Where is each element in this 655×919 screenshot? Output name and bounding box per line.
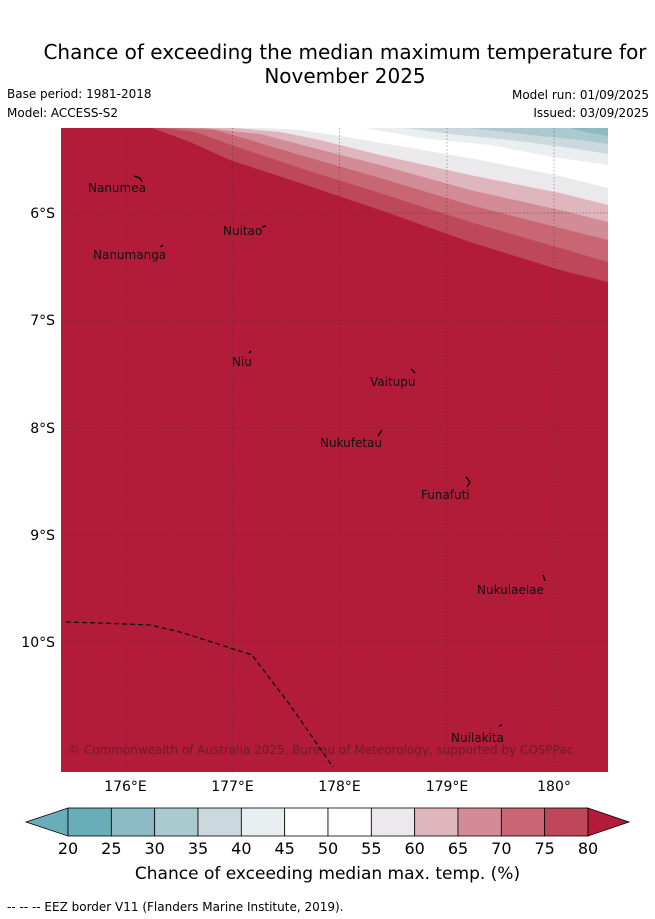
colorbar-tick-label: 50 [318,839,338,858]
colorbar-label: Chance of exceeding median max. temp. (%… [134,864,521,884]
lat-tick-8s: 8°S [30,421,55,437]
place-label-nanumanga: Nanumanga [93,248,166,262]
colorbar-box [67,807,112,837]
lon-tick-180: 180° [537,779,571,795]
graticule [61,128,608,772]
issued-date: Issued: 03/09/2025 [533,106,649,120]
place-label-nukufetau: Nukufetau [320,436,382,450]
colorbar-box [544,807,589,837]
lat-tick-6s: 6°S [30,206,55,222]
colorbar-box [284,807,329,837]
place-label-vaitupu: Vaitupu [370,375,416,389]
colorbar-box [370,807,416,837]
island-nuilakita-shape [498,724,503,727]
lon-tick-176e: 176°E [104,779,147,795]
colorbar-tick-label: 60 [404,839,424,858]
colorbar-tick-label: 80 [578,839,598,858]
colorbar-box [154,807,199,837]
colorbar-tick-label: 20 [58,839,78,858]
lat-tick-10s: 10°S [21,635,55,651]
latitude-ticks: 6°S 7°S 8°S 9°S 10°S [21,206,55,651]
colorbar-tick-label: 55 [361,839,381,858]
colorbar-boxes [24,807,631,837]
base-period: Base period: 1981-2018 [7,87,152,101]
colorbar-box [197,807,242,837]
title-line-1: Chance of exceeding the median maximum t… [43,40,647,64]
eez-legend: -- -- -- EEZ border V11 (Flanders Marine… [7,900,344,914]
colorbar-tick-label: 35 [188,839,208,858]
colorbar-tick-label: 75 [534,839,554,858]
island-funafuti-shape [465,476,471,488]
colorbar-tick-label: 40 [231,839,251,858]
island-nukulaelae-shape [542,574,546,582]
colorbar-tick-labels: 20 25 30 35 40 45 50 55 60 65 70 75 80 [58,839,598,858]
chart-title: Chance of exceeding the median maximum t… [0,40,655,88]
island-niu-shape [248,350,252,354]
lat-tick-9s: 9°S [30,528,55,544]
lon-tick-179e: 179°E [426,779,469,795]
island-nuitao-shape [261,225,267,228]
island-nukufetau-shape [377,429,383,437]
place-label-funafuti: Funafuti [421,488,470,502]
eez-border [65,621,334,768]
colorbar-box [327,807,372,837]
band-25 [570,128,608,136]
place-labels: Nanumea Nuitao Nanumanga Niu Vaitupu Nuk… [88,181,544,745]
model-run: Model run: 01/09/2025 [511,88,649,102]
island-nanumea-shape [133,175,143,183]
islands [133,175,546,727]
colorbar-extend-high [587,807,631,837]
colorbar-tick-label: 70 [491,839,511,858]
colorbar-extend-low [24,807,69,837]
band-30 [470,128,608,144]
model-name: Model: ACCESS-S2 [7,106,119,120]
colorbar-tick-label: 65 [448,839,468,858]
colorbar-tick-label: 25 [101,839,121,858]
copyright-notice: © Commonwealth of Australia 2025, Bureau… [68,743,573,757]
lat-tick-7s: 7°S [30,313,55,329]
colorbar-box [240,807,286,837]
colorbar-box [110,807,156,837]
lon-tick-177e: 177°E [211,779,254,795]
place-label-nanumea: Nanumea [88,181,146,195]
colorbar-box [500,807,546,837]
colorbar-box [457,807,502,837]
contour-bands [152,128,608,282]
colorbar-box [414,807,459,837]
longitude-ticks: 176°E 177°E 178°E 179°E 180° [104,779,571,795]
island-nanumanga-shape [159,244,164,248]
place-label-nuilakita: Nuilakita [451,731,504,745]
colorbar-tick-label: 30 [144,839,164,858]
title-line-2: November 2025 [264,64,426,88]
colorbar-tick-label: 45 [274,839,294,858]
lon-tick-178e: 178°E [318,779,361,795]
place-label-nukulaelae: Nukulaelae [477,583,544,597]
place-label-nuitao: Nuitao [223,224,262,238]
island-vaitupu-shape [410,368,416,374]
place-label-niu: Niu [232,355,252,369]
